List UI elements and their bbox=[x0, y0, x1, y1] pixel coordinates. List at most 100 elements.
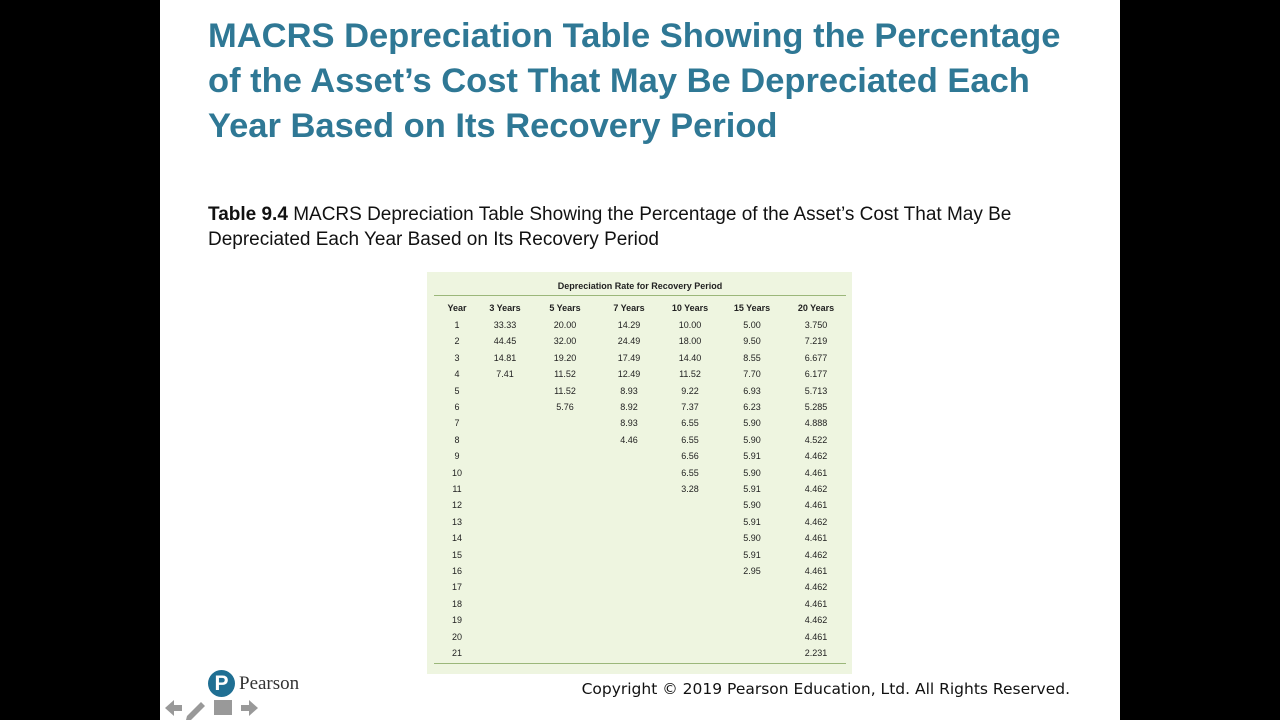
table-cell: 5.91 bbox=[743, 549, 761, 560]
slide-title: MACRS Depreciation Table Showing the Per… bbox=[208, 17, 1061, 145]
table-cell: 4.461 bbox=[804, 500, 828, 511]
menu-button[interactable] bbox=[214, 700, 232, 715]
table-cell: 4.888 bbox=[804, 418, 828, 429]
table-cell: 7.37 bbox=[681, 402, 699, 412]
table-cell: 4.522 bbox=[804, 434, 828, 445]
pen-button[interactable] bbox=[186, 702, 205, 720]
table-cell: 6.55 bbox=[681, 467, 699, 478]
table-cell: 4.462 bbox=[804, 615, 828, 626]
table-cell: 21 bbox=[451, 648, 462, 658]
table-cell: 19.20 bbox=[553, 352, 577, 363]
table-cell: 11 bbox=[452, 484, 462, 494]
table-cell: 6.56 bbox=[681, 451, 699, 462]
table-cell: 4.462 bbox=[804, 516, 828, 527]
logo-mark: P bbox=[208, 670, 235, 697]
table-cell: 8.93 bbox=[620, 385, 638, 396]
table-cell: 2.95 bbox=[743, 566, 761, 576]
table-cell: 8 bbox=[454, 434, 460, 445]
table-caption: Table 9.4 MACRS Depreciation Table Showi… bbox=[208, 202, 1048, 252]
table-cell: 20.00 bbox=[553, 320, 577, 330]
table-cell: 14 bbox=[451, 533, 462, 544]
table-cell: 7.41 bbox=[496, 369, 514, 380]
column-header: Year bbox=[447, 303, 467, 313]
column-header: 10 Years bbox=[671, 303, 709, 313]
table-cell: 4 bbox=[454, 369, 460, 380]
table-cell: 4.462 bbox=[804, 451, 828, 462]
prev-button[interactable] bbox=[165, 700, 182, 716]
table-cell: 4.461 bbox=[804, 533, 828, 544]
table-cell: 2 bbox=[454, 336, 460, 347]
table-cell: 5.285 bbox=[804, 402, 828, 412]
table-cell: 8.93 bbox=[620, 418, 638, 429]
table-cell: 6.93 bbox=[743, 385, 761, 396]
table-cell: 16 bbox=[451, 566, 462, 576]
table-cell: 9.50 bbox=[743, 336, 761, 347]
column-header: 15 Years bbox=[733, 303, 771, 313]
table-cell: 11.52 bbox=[554, 385, 576, 396]
table-cell: 9.22 bbox=[681, 385, 699, 396]
table-cell: 19 bbox=[451, 615, 462, 626]
table-panel: Depreciation Rate for Recovery Period Ye… bbox=[427, 272, 852, 674]
table-cell: 5.76 bbox=[556, 402, 574, 412]
table-cell: 7.70 bbox=[743, 369, 761, 380]
table-cell: 12 bbox=[451, 500, 462, 511]
table-cell: 4.461 bbox=[804, 631, 828, 642]
table-cell: 5.90 bbox=[743, 533, 761, 544]
table-cell: 5.90 bbox=[743, 434, 761, 445]
column-header: 7 Years bbox=[613, 303, 645, 313]
rule bbox=[434, 663, 846, 664]
table-cell: 5 bbox=[454, 385, 460, 396]
table-cell: 18.00 bbox=[678, 336, 702, 347]
table-cell: 18 bbox=[451, 598, 462, 609]
table-cell: 20 bbox=[451, 631, 462, 642]
table-cell: 33.33 bbox=[493, 320, 517, 330]
table-cell: 14.81 bbox=[493, 352, 517, 363]
table-cell: 5.91 bbox=[743, 516, 761, 527]
caption-label: Table 9.4 bbox=[208, 204, 288, 225]
rule bbox=[434, 295, 846, 296]
table-header: Depreciation Rate for Recovery Period bbox=[557, 281, 723, 291]
table-cell: 6.677 bbox=[804, 352, 828, 363]
table-cell: 4.462 bbox=[804, 484, 828, 494]
next-button[interactable] bbox=[241, 700, 258, 716]
table-cell: 17.49 bbox=[617, 352, 641, 363]
table-cell: 3.750 bbox=[804, 320, 828, 330]
copyright: Copyright © 2019 Pearson Education, Ltd.… bbox=[581, 680, 1070, 698]
table-cell: 6.55 bbox=[681, 434, 699, 445]
table-cell: 13 bbox=[451, 516, 462, 527]
table-cell: 6 bbox=[454, 402, 460, 412]
table-cell: 24.49 bbox=[617, 336, 641, 347]
table-cell: 10.00 bbox=[678, 320, 702, 330]
table-cell: 6.55 bbox=[681, 418, 699, 429]
table-cell: 3.28 bbox=[681, 484, 699, 494]
table-cell: 7 bbox=[454, 418, 460, 429]
table-cell: 5.00 bbox=[743, 320, 761, 330]
column-header: 5 Years bbox=[549, 303, 581, 313]
table-cell: 10 bbox=[451, 467, 462, 478]
table-cell: 4.461 bbox=[804, 598, 828, 609]
table-cell: 11.52 bbox=[554, 369, 576, 380]
table-cell: 17 bbox=[451, 582, 462, 593]
table-cell: 14.40 bbox=[678, 352, 702, 363]
table-cell: 4.462 bbox=[804, 582, 828, 593]
table-cell: 5.90 bbox=[743, 500, 761, 511]
table-cell: 44.45 bbox=[493, 336, 517, 347]
table-cell: 5.90 bbox=[743, 418, 761, 429]
table-cell: 9 bbox=[454, 451, 460, 462]
table-cell: 6.177 bbox=[804, 369, 828, 380]
table-cell: 2.231 bbox=[804, 648, 828, 658]
column-header: 3 Years bbox=[489, 303, 521, 313]
table-cell: 8.55 bbox=[743, 352, 761, 363]
nav-controls bbox=[165, 700, 258, 720]
table-cell: 5.90 bbox=[743, 467, 761, 478]
table-cell: 7.219 bbox=[804, 336, 828, 347]
slide: MACRS Depreciation Table Showing the Per… bbox=[160, 0, 1120, 720]
table-cell: 5.91 bbox=[743, 484, 761, 494]
table-cell: 11.52 bbox=[679, 369, 701, 380]
table-cell: 4.461 bbox=[804, 467, 828, 478]
table-cell: 8.92 bbox=[620, 402, 638, 412]
table-cell: 5.91 bbox=[743, 451, 761, 462]
caption-text: MACRS Depreciation Table Showing the Per… bbox=[208, 204, 1012, 250]
column-header: 20 Years bbox=[797, 303, 835, 313]
